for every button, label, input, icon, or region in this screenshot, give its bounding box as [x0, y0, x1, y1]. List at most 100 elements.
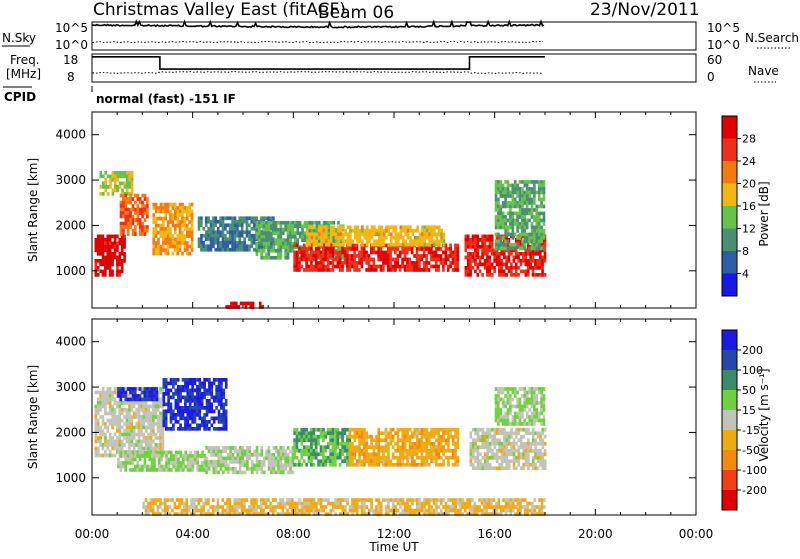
heatmap-cell: [150, 426, 153, 430]
heatmap-cell: [508, 431, 511, 435]
heatmap-cell: [301, 258, 304, 262]
heatmap-cell: [426, 236, 429, 240]
heatmap-cell: [134, 465, 137, 469]
heatmap-cell: [287, 224, 290, 228]
heatmap-cell: [541, 259, 544, 263]
heatmap-cell: [229, 509, 232, 513]
heatmap-cell: [207, 498, 210, 502]
heatmap-cell: [426, 442, 429, 446]
heatmap-cell: [146, 201, 149, 205]
heatmap-cell: [95, 440, 98, 444]
heatmap-cell: [116, 426, 119, 430]
heatmap-cell: [308, 239, 311, 243]
heatmap-cell: [158, 454, 161, 458]
heatmap-cell: [97, 412, 100, 416]
heatmap-cell: [498, 431, 501, 435]
heatmap-cell: [426, 456, 429, 460]
heatmap-cell: [318, 225, 321, 229]
heatmap-cell: [131, 171, 134, 175]
heatmap-cell: [222, 509, 225, 513]
heatmap-cell: [184, 248, 187, 252]
heatmap-cell: [229, 467, 232, 471]
heatmap-cell: [541, 256, 544, 260]
heatmap-cell: [440, 445, 443, 449]
heatmap-cell: [241, 216, 244, 220]
heatmap-cell: [328, 221, 331, 225]
heatmap-cell: [194, 378, 197, 382]
heatmap-cell: [320, 243, 323, 247]
heatmap-cell: [135, 408, 138, 412]
heatmap-cell: [296, 228, 299, 232]
heatmap-cell: [538, 233, 541, 237]
heatmap-cell: [148, 398, 151, 402]
heatmap-cell: [377, 254, 380, 258]
heatmap-cell: [435, 265, 438, 269]
heatmap-cell: [489, 266, 492, 270]
heatmap-cell: [248, 244, 251, 248]
heatmap-cell: [157, 447, 160, 451]
heatmap-cell: [184, 396, 187, 400]
heatmap-cell: [380, 243, 383, 247]
heatmap-cell: [239, 471, 242, 475]
heatmap-cell: [515, 256, 518, 260]
heatmap-cell: [503, 252, 506, 256]
heatmap-cell: [452, 442, 455, 446]
heatmap-cell: [380, 265, 383, 269]
heatmap-cell: [289, 235, 292, 239]
heatmap-cell: [452, 456, 455, 460]
heatmap-cell: [472, 456, 475, 460]
heatmap-cell: [289, 228, 292, 232]
heatmap-cell: [370, 258, 373, 262]
heatmap-cell: [497, 198, 500, 202]
heatmap-cell: [270, 235, 273, 239]
heatmap-cell: [533, 240, 536, 244]
heatmap-cell: [152, 433, 155, 437]
heatmap-cell: [107, 426, 110, 430]
heatmap-cell: [177, 427, 180, 431]
heatmap-cell: [120, 194, 123, 198]
heatmap-cell: [310, 251, 313, 255]
heatmap-cell: [495, 240, 498, 244]
heatmap-cell: [97, 266, 100, 270]
heatmap-cell: [356, 225, 359, 229]
heatmap-cell: [395, 229, 398, 233]
heatmap-cell: [111, 252, 114, 256]
heatmap-cell: [223, 406, 226, 410]
heatmap-cell: [301, 449, 304, 453]
heatmap-cell: [289, 238, 292, 242]
heatmap-cell: [512, 236, 515, 240]
heatmap-cell: [424, 243, 427, 247]
heatmap-cell: [282, 457, 285, 461]
heatmap-cell: [540, 226, 543, 230]
heatmap-cell: [479, 270, 482, 274]
heatmap-cell: [136, 398, 139, 402]
heatmap-cell: [327, 431, 330, 435]
heatmap-cell: [150, 429, 153, 433]
heatmap-cell: [147, 415, 150, 419]
heatmap-cell: [126, 412, 129, 416]
heatmap-cell: [356, 428, 359, 432]
heatmap-cell: [141, 211, 144, 215]
heatmap-cell: [143, 415, 146, 419]
heatmap-cell: [201, 468, 204, 472]
heatmap-cell: [265, 231, 268, 235]
heatmap-cell: [501, 270, 504, 274]
heatmap-cell: [163, 465, 166, 469]
heatmap-cell: [292, 235, 295, 239]
heatmap-cell: [184, 217, 187, 221]
heatmap-cell: [240, 302, 243, 306]
heatmap-cell: [292, 471, 295, 475]
heatmap-cell: [310, 498, 313, 502]
heatmap-cell: [134, 387, 137, 391]
heatmap-cell: [234, 450, 237, 454]
heatmap-cell: [119, 171, 122, 175]
heatmap-cell: [248, 234, 251, 238]
heatmap-cell: [514, 184, 517, 188]
heatmap-cell: [329, 449, 332, 453]
heatmap-cell: [479, 452, 482, 456]
heatmap-cell: [358, 258, 361, 262]
heatmap-cell: [104, 426, 107, 430]
heatmap-cell: [169, 245, 172, 249]
heatmap-cell: [262, 509, 265, 513]
heatmap-cell: [263, 216, 266, 220]
